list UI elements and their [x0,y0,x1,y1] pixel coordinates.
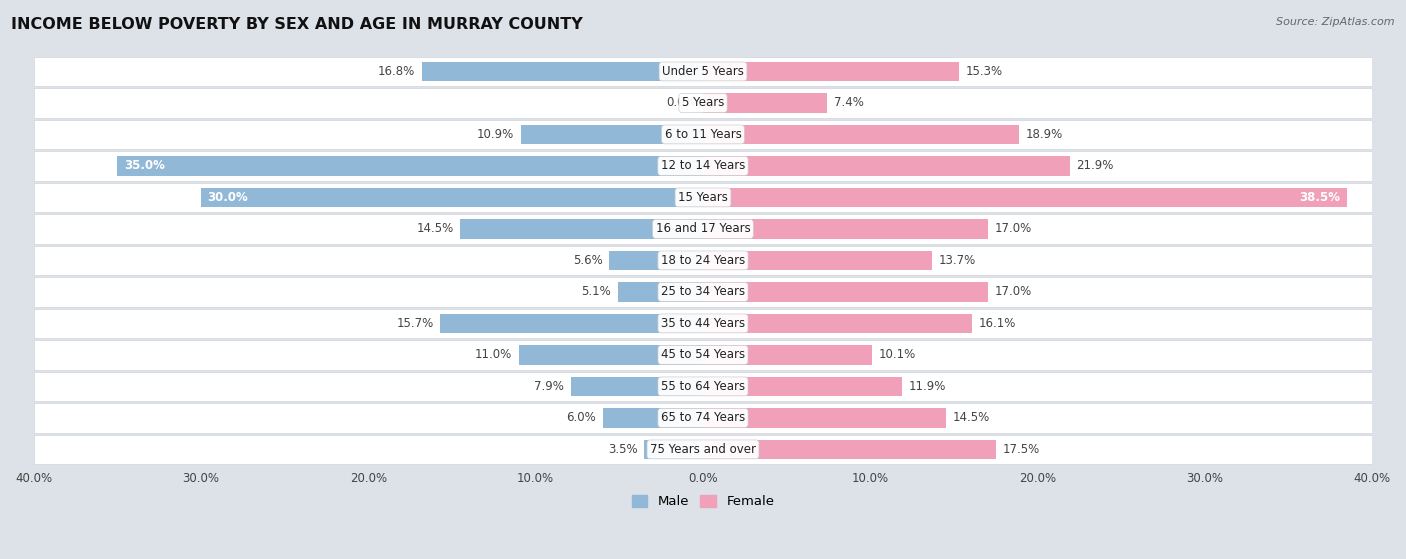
Bar [644,439,703,459]
Text: 10.1%: 10.1% [879,348,915,361]
Bar [440,314,703,333]
Bar [603,408,703,428]
Text: 15.7%: 15.7% [396,317,433,330]
Text: 6 to 11 Years: 6 to 11 Years [665,128,741,141]
Text: 10.9%: 10.9% [477,128,513,141]
Text: 25 to 34 Years: 25 to 34 Years [661,286,745,299]
Text: Under 5 Years: Under 5 Years [662,65,744,78]
Bar [34,120,1372,149]
Bar [201,188,703,207]
Text: 15.3%: 15.3% [966,65,1002,78]
Bar [609,250,703,270]
Bar [34,277,1372,307]
Bar [703,345,872,364]
Text: 17.5%: 17.5% [1002,443,1040,456]
Bar [703,314,973,333]
Text: 14.5%: 14.5% [952,411,990,424]
Text: 17.0%: 17.0% [994,222,1032,235]
Bar [34,245,1372,275]
Text: 55 to 64 Years: 55 to 64 Years [661,380,745,393]
Text: 45 to 54 Years: 45 to 54 Years [661,348,745,361]
Bar [34,372,1372,401]
Bar [703,282,987,302]
Text: 13.7%: 13.7% [939,254,976,267]
Text: Source: ZipAtlas.com: Source: ZipAtlas.com [1277,17,1395,27]
Bar [34,151,1372,181]
Text: 15 Years: 15 Years [678,191,728,204]
Bar [703,156,1070,176]
Bar [34,88,1372,118]
Text: 21.9%: 21.9% [1076,159,1114,172]
Bar [34,434,1372,464]
Bar [34,214,1372,244]
Text: 18 to 24 Years: 18 to 24 Years [661,254,745,267]
Text: 16.1%: 16.1% [979,317,1017,330]
Bar [703,93,827,113]
Bar [117,156,703,176]
Text: 7.4%: 7.4% [834,97,863,110]
Text: 0.0%: 0.0% [666,97,696,110]
Text: 16.8%: 16.8% [378,65,415,78]
Text: 5.1%: 5.1% [581,286,612,299]
Bar [519,345,703,364]
Text: INCOME BELOW POVERTY BY SEX AND AGE IN MURRAY COUNTY: INCOME BELOW POVERTY BY SEX AND AGE IN M… [11,17,583,32]
Text: 14.5%: 14.5% [416,222,454,235]
Text: 3.5%: 3.5% [609,443,638,456]
Text: 65 to 74 Years: 65 to 74 Years [661,411,745,424]
Text: 6.0%: 6.0% [567,411,596,424]
Text: 5.6%: 5.6% [572,254,603,267]
Text: 38.5%: 38.5% [1299,191,1341,204]
Text: 75 Years and over: 75 Years and over [650,443,756,456]
Bar [703,219,987,239]
Text: 16 and 17 Years: 16 and 17 Years [655,222,751,235]
Text: 7.9%: 7.9% [534,380,564,393]
Bar [703,61,959,81]
Text: 11.0%: 11.0% [475,348,512,361]
Bar [703,125,1019,144]
Bar [34,403,1372,433]
Text: 12 to 14 Years: 12 to 14 Years [661,159,745,172]
Bar [34,340,1372,369]
Bar [703,439,995,459]
Bar [422,61,703,81]
Bar [703,250,932,270]
Bar [703,377,903,396]
Text: 35 to 44 Years: 35 to 44 Years [661,317,745,330]
Bar [571,377,703,396]
Bar [34,309,1372,338]
Text: 30.0%: 30.0% [208,191,249,204]
Bar [460,219,703,239]
Bar [34,183,1372,212]
Text: 5 Years: 5 Years [682,97,724,110]
Legend: Male, Female: Male, Female [626,490,780,514]
Bar [617,282,703,302]
Text: 18.9%: 18.9% [1026,128,1063,141]
Bar [520,125,703,144]
Bar [703,188,1347,207]
Text: 17.0%: 17.0% [994,286,1032,299]
Bar [34,56,1372,86]
Text: 35.0%: 35.0% [124,159,165,172]
Text: 11.9%: 11.9% [908,380,946,393]
Bar [703,408,946,428]
